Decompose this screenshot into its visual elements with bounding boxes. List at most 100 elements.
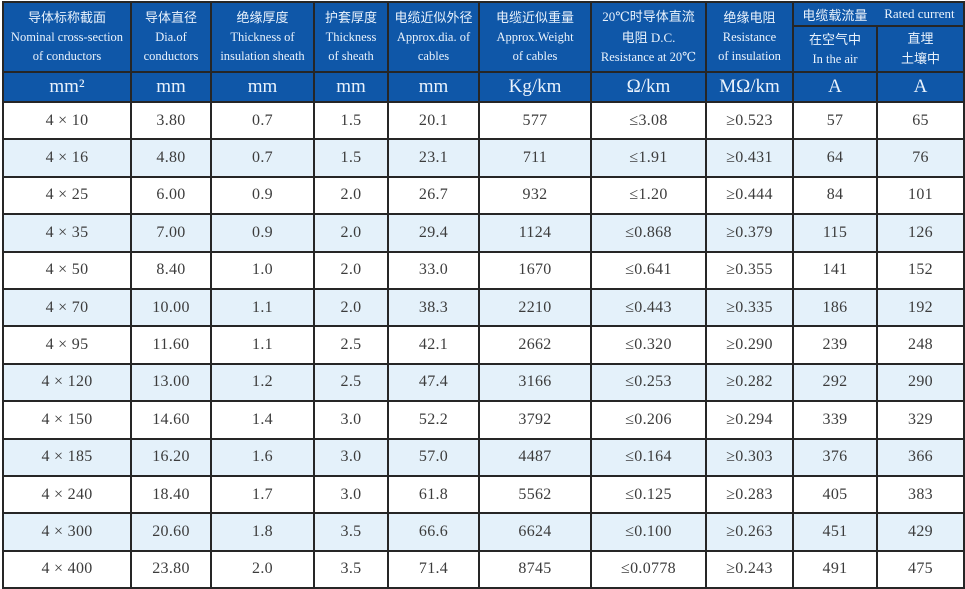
header-en: Nominal cross-section bbox=[10, 30, 124, 45]
cell-dc-resistance: ≤0.125 bbox=[590, 474, 707, 515]
cell-sheath-thickness: 1.5 bbox=[313, 138, 389, 178]
cell-sheath-thickness: 1.5 bbox=[313, 100, 389, 141]
cell-sheath-thickness: 2.5 bbox=[313, 362, 389, 403]
cell-insulation-thickness: 1.8 bbox=[210, 512, 315, 552]
cell-current-buried: 152 bbox=[876, 250, 965, 290]
unit-diameter: mm bbox=[130, 71, 212, 103]
cell-current-in-air: 57 bbox=[792, 100, 878, 141]
cell-dc-resistance: ≤1.20 bbox=[590, 175, 707, 216]
cell-approx-weight: 932 bbox=[478, 175, 592, 216]
cell-cross-section: 4 × 16 bbox=[2, 138, 132, 178]
cell-cross-section: 4 × 10 bbox=[2, 100, 132, 141]
cell-diameter: 16.20 bbox=[130, 437, 212, 477]
unit-cross-section: mm² bbox=[2, 71, 132, 103]
cell-approx-weight: 2210 bbox=[478, 287, 592, 328]
header-zh: 20℃时导体直流 bbox=[602, 9, 695, 25]
cell-dc-resistance: ≤0.253 bbox=[590, 362, 707, 403]
cell-approx-weight: 8745 bbox=[478, 549, 592, 589]
cell-current-buried: 429 bbox=[876, 512, 965, 552]
cell-insulation-thickness: 1.6 bbox=[210, 437, 315, 477]
unit-current-in-air: A bbox=[792, 71, 878, 103]
cell-current-in-air: 451 bbox=[792, 512, 878, 552]
header-zh: 导体直径 bbox=[144, 10, 197, 26]
cell-approx-weight: 4487 bbox=[478, 437, 592, 477]
cell-cross-section: 4 × 50 bbox=[2, 250, 132, 290]
cell-approx-weight: 711 bbox=[478, 138, 592, 178]
cell-approx-diameter: 29.4 bbox=[387, 213, 480, 253]
cell-approx-diameter: 57.0 bbox=[387, 437, 480, 477]
table-row: 4 × 240 18.40 1.7 3.0 61.8 5562 ≤0.125 ≥0.283 40… bbox=[2, 474, 965, 515]
header-en: Approx.Weight bbox=[496, 30, 574, 45]
unit-approx-diameter: mm bbox=[387, 71, 480, 103]
cell-insulation-resistance: ≥0.290 bbox=[705, 325, 794, 365]
cell-insulation-resistance: ≥0.263 bbox=[705, 512, 794, 552]
cell-approx-weight: 3166 bbox=[478, 362, 592, 403]
cell-insulation-resistance: ≥0.431 bbox=[705, 138, 794, 178]
col-header-insulation-thickness: 绝缘厚度 Thickness of insulation sheath bbox=[210, 1, 315, 73]
cell-approx-weight: 5562 bbox=[478, 474, 592, 515]
cell-current-in-air: 239 bbox=[792, 325, 878, 365]
cell-approx-diameter: 47.4 bbox=[387, 362, 480, 403]
cell-sheath-thickness: 2.0 bbox=[313, 250, 389, 290]
cell-diameter: 10.00 bbox=[130, 287, 212, 328]
cell-cross-section: 4 × 35 bbox=[2, 213, 132, 253]
cell-approx-weight: 1124 bbox=[478, 213, 592, 253]
table-row: 4 × 185 16.20 1.6 3.0 57.0 4487 ≤0.164 ≥0.303 37… bbox=[2, 437, 965, 477]
cell-sheath-thickness: 2.0 bbox=[313, 213, 389, 253]
cell-current-in-air: 141 bbox=[792, 250, 878, 290]
cell-insulation-thickness: 2.0 bbox=[210, 549, 315, 589]
header-zh: 电缆近似重量 bbox=[495, 10, 574, 26]
header-en: insulation sheath bbox=[220, 49, 305, 64]
header-zh: 电缆近似外径 bbox=[394, 10, 473, 26]
table-row: 4 × 35 7.00 0.9 2.0 29.4 1124 ≤0.868 ≥0.379 115 1… bbox=[2, 213, 965, 253]
cell-current-buried: 192 bbox=[876, 287, 965, 328]
cell-diameter: 6.00 bbox=[130, 175, 212, 216]
cell-sheath-thickness: 3.5 bbox=[313, 512, 389, 552]
header-en: conductors bbox=[143, 49, 199, 64]
header-zh: 电阻 D.C. bbox=[621, 29, 676, 45]
cell-current-in-air: 491 bbox=[792, 549, 878, 589]
col-header-cross-section: 导体标称截面 Nominal cross-section of conducto… bbox=[2, 1, 132, 73]
header-row-sub: 在空气中 In the air 直埋 土壤中 bbox=[3, 25, 965, 73]
table-row: 4 × 150 14.60 1.4 3.0 52.2 3792 ≤0.206 ≥0.294 33… bbox=[2, 400, 965, 440]
cell-insulation-thickness: 1.4 bbox=[210, 400, 315, 440]
cell-current-buried: 248 bbox=[876, 325, 965, 365]
col-header-diameter: 导体直径 Dia.of conductors bbox=[130, 1, 212, 73]
cell-dc-resistance: ≤1.91 bbox=[590, 138, 707, 178]
header-zh: 在空气中 bbox=[808, 31, 861, 47]
table-row: 4 × 10 3.80 0.7 1.5 20.1 577 ≤3.08 ≥0.523 57 65 bbox=[2, 100, 965, 141]
cell-approx-diameter: 42.1 bbox=[387, 325, 480, 365]
cell-insulation-thickness: 1.7 bbox=[210, 474, 315, 515]
header-row-main: 导体标称截面 Nominal cross-section of conducto… bbox=[2, 1, 965, 73]
cell-dc-resistance: ≤0.641 bbox=[590, 250, 707, 290]
cell-insulation-thickness: 0.9 bbox=[210, 175, 315, 216]
cell-cross-section: 4 × 150 bbox=[2, 400, 132, 440]
cell-insulation-resistance: ≥0.283 bbox=[705, 474, 794, 515]
cell-insulation-thickness: 1.1 bbox=[210, 325, 315, 365]
cell-approx-diameter: 61.8 bbox=[387, 474, 480, 515]
header-en: cables bbox=[417, 49, 450, 64]
cell-current-in-air: 186 bbox=[792, 287, 878, 328]
cell-approx-diameter: 71.4 bbox=[387, 549, 480, 589]
cell-sheath-thickness: 2.5 bbox=[313, 325, 389, 365]
table-body: 4 × 10 3.80 0.7 1.5 20.1 577 ≤3.08 ≥0.523 57 65 4 … bbox=[2, 100, 965, 589]
cell-insulation-resistance: ≥0.282 bbox=[705, 362, 794, 403]
unit-insulation-thickness: mm bbox=[210, 71, 315, 103]
unit-approx-weight: Kg/km bbox=[478, 71, 592, 103]
cell-sheath-thickness: 3.0 bbox=[313, 437, 389, 477]
cell-diameter: 18.40 bbox=[130, 474, 212, 515]
cell-dc-resistance: ≤3.08 bbox=[590, 100, 707, 141]
col-header-approx-weight: 电缆近似重量 Approx.Weight of cables bbox=[478, 1, 592, 73]
cell-insulation-resistance: ≥0.523 bbox=[705, 100, 794, 141]
cell-insulation-resistance: ≥0.379 bbox=[705, 213, 794, 253]
header-zh: 直埋 bbox=[907, 30, 934, 46]
header-en: of cables bbox=[512, 49, 558, 64]
cell-approx-weight: 6624 bbox=[478, 512, 592, 552]
cell-current-buried: 366 bbox=[876, 437, 965, 477]
cell-dc-resistance: ≤0.206 bbox=[590, 400, 707, 440]
unit-row: mm² mm mm mm mm Kg/km Ω/km MΩ/km A A bbox=[2, 71, 965, 103]
cell-dc-resistance: ≤0.443 bbox=[590, 287, 707, 328]
header-en: Dia.of bbox=[155, 30, 187, 45]
cell-current-buried: 383 bbox=[876, 474, 965, 515]
cell-diameter: 7.00 bbox=[130, 213, 212, 253]
